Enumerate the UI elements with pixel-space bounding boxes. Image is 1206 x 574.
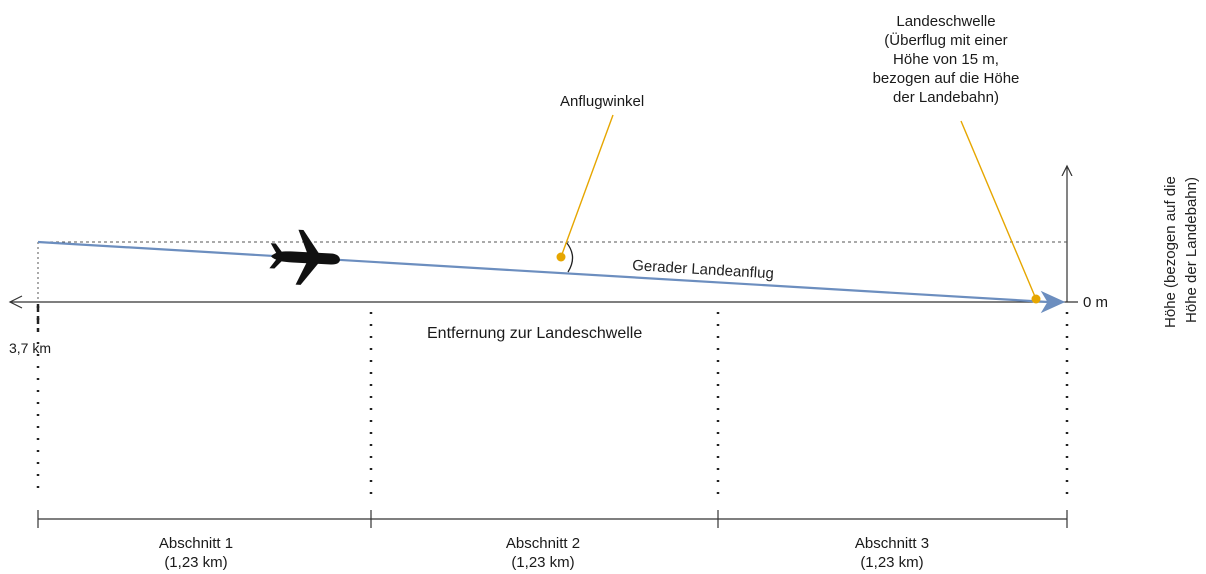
threshold-label: Landeschwelle (Überflug mit einer Höhe v… bbox=[872, 13, 1020, 106]
approach-angle-leader bbox=[560, 114, 614, 258]
approach-angle-label: Anflugwinkel bbox=[560, 93, 645, 110]
height-axis-label-line-2: Höhe der Landebahn) bbox=[1183, 177, 1200, 323]
section-3-length: (1,23 km) bbox=[860, 554, 924, 571]
threshold-marker bbox=[1031, 294, 1041, 304]
section-1-name: Abschnitt 1 bbox=[158, 535, 234, 552]
section-3-name: Abschnitt 3 bbox=[854, 535, 930, 552]
height-axis-label-line-1: Höhe (bezogen auf die bbox=[1162, 176, 1179, 328]
threshold-leader bbox=[960, 120, 1037, 300]
zero-height-label: 0 m bbox=[1083, 294, 1109, 311]
section-1-length: (1,23 km) bbox=[164, 554, 228, 571]
start-distance-label: 3,7 km bbox=[9, 340, 52, 356]
glide-path-line bbox=[37, 240, 1049, 304]
section-2-name: Abschnitt 2 bbox=[505, 535, 581, 552]
airplane-icon bbox=[269, 229, 340, 285]
distance-axis-label: Entfernung zur Landeschwelle bbox=[427, 325, 643, 342]
approach-angle-marker bbox=[556, 252, 566, 262]
height-axis-label: Höhe (bezogen auf die Höhe der Landebahn… bbox=[1162, 172, 1200, 328]
distance-axis-arrow-left bbox=[8, 295, 23, 309]
section-2-length: (1,23 km) bbox=[511, 554, 575, 571]
glide-path-arrowhead bbox=[1040, 290, 1066, 314]
approach-angle-arc bbox=[565, 241, 574, 273]
